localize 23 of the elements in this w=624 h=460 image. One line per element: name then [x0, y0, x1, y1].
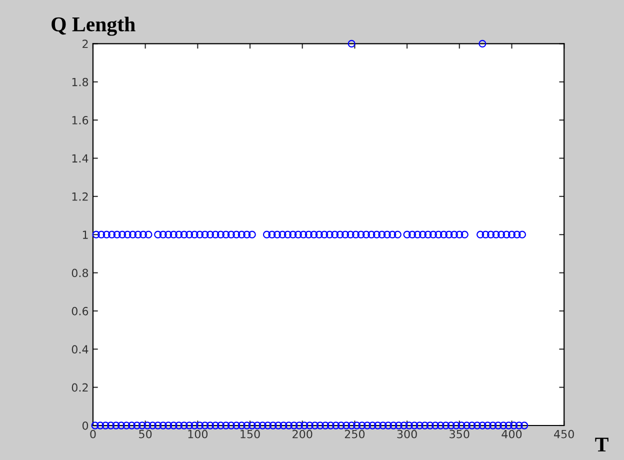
y-tick-label: 0.2: [72, 383, 88, 392]
x-tick-label: 450: [554, 430, 574, 438]
x-tick-label: 200: [292, 430, 312, 438]
y-tick-label: 0.6: [72, 306, 88, 316]
x-axis-title: T: [595, 438, 608, 452]
chart-title: Q Length: [52, 16, 136, 36]
y-tick-label: 1.4: [72, 154, 88, 162]
x-tick-label: 150: [240, 430, 260, 438]
x-tick-label: 250: [344, 430, 365, 438]
x-tick-label: 300: [397, 430, 417, 438]
y-tick-label: 1.8: [72, 78, 88, 86]
y-tick-label: 0.4: [72, 345, 88, 354]
x-tick-label: 350: [450, 430, 470, 438]
y-tick-label: 0: [82, 421, 88, 430]
y-tick-label: 1: [82, 230, 88, 239]
x-tick-label: 100: [188, 430, 208, 438]
y-tick-label: 1.2: [72, 192, 88, 201]
y-tick-label: 0.8: [72, 268, 88, 278]
y-tick-label: 2: [82, 40, 88, 48]
x-tick-label: 0: [90, 430, 96, 438]
x-tick-label: 50: [139, 430, 152, 438]
y-tick-label: 1.6: [72, 116, 88, 124]
x-tick-label: 400: [502, 430, 522, 438]
